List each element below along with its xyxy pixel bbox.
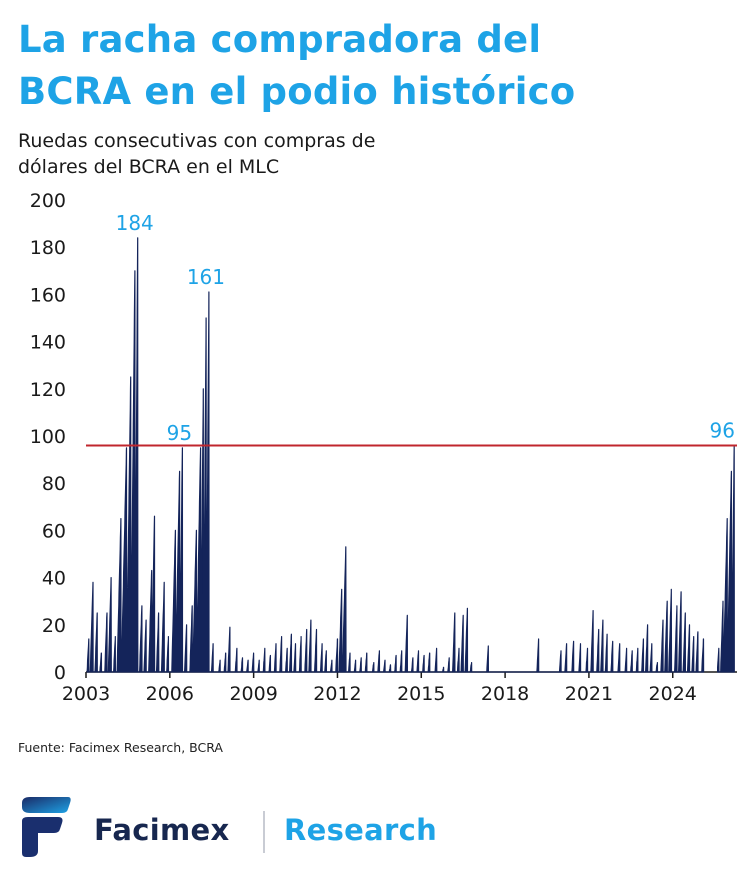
streak-chart: 0 20 40 60 80 100 120 140 160 180 200 2003 2006 2009… <box>30 190 737 705</box>
y-tick-label: 180 <box>30 237 66 259</box>
chart-title-line-1: La racha compradora del <box>18 18 542 61</box>
y-tick-label: 160 <box>30 284 66 306</box>
facimex-logo-icon <box>22 797 71 857</box>
series-area <box>717 444 735 673</box>
x-tick-label: 2012 <box>313 683 361 705</box>
x-tick-label: 2018 <box>481 683 529 705</box>
series-area <box>86 237 705 673</box>
chart-subtitle-line-2: dólares del BCRA en el MLC <box>18 156 280 178</box>
x-tick-label: 2006 <box>146 683 194 705</box>
data-label: 96 <box>710 418 735 442</box>
x-tick-label: 2021 <box>565 683 613 705</box>
y-tick-label: 120 <box>30 379 66 401</box>
data-label: 161 <box>187 265 225 289</box>
x-tick-label: 2009 <box>229 683 277 705</box>
y-axis: 0 20 40 60 80 100 120 140 160 180 200 <box>30 190 66 684</box>
chart-subtitle: Ruedas consecutivas con compras de dólar… <box>18 128 618 180</box>
chart-subtitle-line-1: Ruedas consecutivas con compras de <box>18 130 376 152</box>
brand-divider <box>263 811 265 853</box>
y-tick-label: 20 <box>42 615 66 637</box>
y-tick-label: 40 <box>42 568 66 590</box>
y-tick-label: 60 <box>42 520 66 542</box>
data-label: 95 <box>167 421 192 445</box>
annotation-layer: 184 95 161 96 <box>116 211 735 445</box>
chart-title: La racha compradora del BCRA en el podio… <box>18 14 738 118</box>
y-tick-label: 0 <box>54 662 66 684</box>
y-tick-label: 100 <box>30 426 66 448</box>
series-layer <box>86 237 737 673</box>
x-axis: 2003 2006 2009 2012 2015 2018 2021 2024 <box>62 671 737 705</box>
brand-footer: Facimex Research <box>18 795 478 865</box>
y-tick-label: 80 <box>42 473 66 495</box>
y-tick-label: 200 <box>30 190 66 212</box>
chart-title-line-2: BCRA en el podio histórico <box>18 70 576 113</box>
brand-name: Facimex <box>94 813 230 847</box>
y-tick-label: 140 <box>30 332 66 354</box>
source-note: Fuente: Facimex Research, BCRA <box>18 740 223 755</box>
x-tick-label: 2015 <box>397 683 445 705</box>
x-tick-label: 2003 <box>62 683 110 705</box>
x-tick-label: 2024 <box>649 683 697 705</box>
brand-unit: Research <box>284 813 438 847</box>
data-label: 184 <box>116 211 154 235</box>
